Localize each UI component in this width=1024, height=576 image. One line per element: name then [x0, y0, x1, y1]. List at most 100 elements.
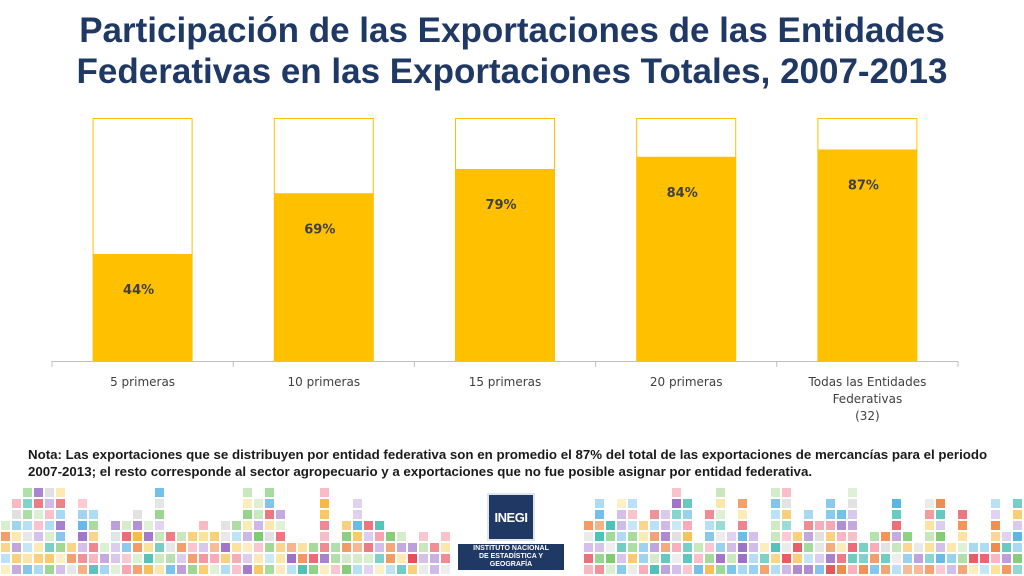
mosaic-tile [969, 565, 978, 574]
mosaic-tile [320, 532, 329, 541]
mosaic-tile [144, 565, 153, 574]
mosaic-tile [210, 543, 219, 552]
mosaic-tile [683, 521, 692, 530]
mosaic-tile [661, 543, 670, 552]
mosaic-tile [34, 543, 43, 552]
mosaic-tile [672, 499, 681, 508]
mosaic-tile [78, 532, 87, 541]
mosaic-tile [177, 565, 186, 574]
mosaic-tile [694, 565, 703, 574]
mosaic-tile [826, 532, 835, 541]
mosaic-tile [793, 565, 802, 574]
mosaic-tile [243, 521, 252, 530]
mosaic-tile [309, 543, 318, 552]
mosaic-tile [155, 488, 164, 497]
mosaic-tile [837, 565, 846, 574]
mosaic-tile [848, 499, 857, 508]
mosaic-tile [364, 543, 373, 552]
mosaic-tile [837, 554, 846, 563]
mosaic-tile [78, 554, 87, 563]
mosaic-tile [617, 543, 626, 552]
mosaic-tile [34, 565, 43, 574]
mosaic-tile [23, 488, 32, 497]
mosaic-tile [441, 532, 450, 541]
mosaic-tile [397, 565, 406, 574]
mosaic-tile [254, 521, 263, 530]
mosaic-tile [661, 521, 670, 530]
mosaic-tile [265, 499, 274, 508]
mosaic-tile [672, 521, 681, 530]
mosaic-tile [166, 543, 175, 552]
mosaic-tile [276, 510, 285, 519]
mosaic-tile [925, 565, 934, 574]
mosaic-tile [892, 499, 901, 508]
mosaic-tile [892, 510, 901, 519]
mosaic-tile [628, 554, 637, 563]
mosaic-tile [661, 565, 670, 574]
mosaic-tile [837, 521, 846, 530]
mosaic-tile [903, 532, 912, 541]
mosaic-tile [870, 554, 879, 563]
mosaic-tile [320, 565, 329, 574]
mosaic-tile [111, 521, 120, 530]
mosaic-tile [936, 532, 945, 541]
mosaic-tile [287, 543, 296, 552]
mosaic-tile [111, 554, 120, 563]
mosaic-tile [716, 565, 725, 574]
mosaic-tile [650, 521, 659, 530]
mosaic-tile [265, 488, 274, 497]
mosaic-tile [771, 554, 780, 563]
mosaic-tile [595, 521, 604, 530]
mosaic-tile [111, 543, 120, 552]
mosaic-tile [353, 532, 362, 541]
mosaic-tile [815, 565, 824, 574]
mosaic-tile [914, 554, 923, 563]
mosaic-tile [89, 532, 98, 541]
mosaic-tile [331, 565, 340, 574]
mosaic-tile [122, 521, 131, 530]
mosaic-tile [177, 554, 186, 563]
mosaic-tile [705, 510, 714, 519]
mosaic-tile [672, 543, 681, 552]
mosaic-tile [826, 565, 835, 574]
mosaic-tile [837, 532, 846, 541]
mosaic-tile [199, 521, 208, 530]
mosaic-tile [914, 543, 923, 552]
mosaic-tile [771, 488, 780, 497]
mosaic-tile [782, 543, 791, 552]
mosaic-tile [650, 554, 659, 563]
mosaic-tile [727, 565, 736, 574]
mosaic-tile [419, 554, 428, 563]
mosaic-tile [716, 554, 725, 563]
mosaic-tile [56, 488, 65, 497]
mosaic-tile [199, 543, 208, 552]
bar [92, 254, 193, 361]
mosaic-tile [837, 543, 846, 552]
mosaic-tile [441, 565, 450, 574]
mosaic-tile [595, 510, 604, 519]
mosaic-tile [628, 499, 637, 508]
mosaic-tile [760, 554, 769, 563]
mosaic-tile [364, 532, 373, 541]
mosaic-tile [848, 532, 857, 541]
mosaic-tile [738, 532, 747, 541]
mosaic-tile [375, 543, 384, 552]
mosaic-tile [56, 565, 65, 574]
mosaic-tile [606, 521, 615, 530]
mosaic-tile [265, 521, 274, 530]
mosaic-tile [386, 543, 395, 552]
mosaic-tile [320, 554, 329, 563]
mosaic-tile [133, 521, 142, 530]
mosaic-tile [881, 554, 890, 563]
mosaic-tile [23, 543, 32, 552]
mosaic-tile [1013, 554, 1022, 563]
mosaic-tile [584, 554, 593, 563]
mosaic-tile [133, 510, 142, 519]
mosaic-tile [793, 543, 802, 552]
mosaic-tile [639, 521, 648, 530]
mosaic-tile [45, 510, 54, 519]
mosaic-tile [584, 565, 593, 574]
mosaic-tile [870, 532, 879, 541]
mosaic-tile [738, 510, 747, 519]
mosaic-tile [760, 565, 769, 574]
